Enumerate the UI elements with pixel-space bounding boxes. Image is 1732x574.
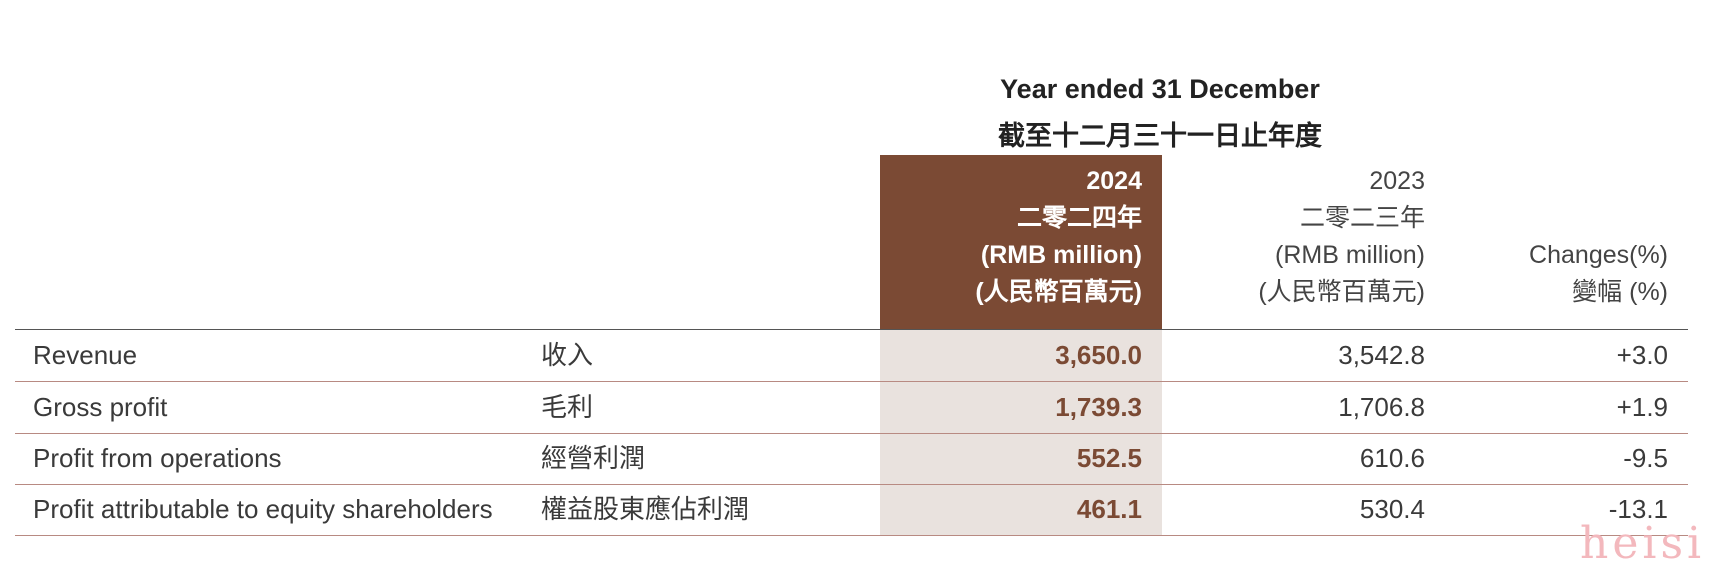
row-label-zh: 權益股東應佔利潤 [541,494,750,524]
unit-2023-zh: (人民幣百萬元) [1258,278,1425,306]
column-header-changes: Changes(%) 變幅 (%) [1440,237,1668,311]
row-rule [15,381,1688,382]
header-rule [15,329,1688,330]
row-label: Profit attributable to equity shareholde… [33,494,493,524]
changes-label: Changes(%) [1529,241,1668,269]
value-change: -9.5 [1623,443,1668,473]
watermark: heisi [1580,518,1706,569]
row-label: Profit from operations [33,443,282,473]
changes-label-zh: 變幅 (%) [1572,278,1668,306]
row-label-zh: 經營利潤 [541,443,646,473]
value-change: -13.1 [1608,494,1668,524]
unit-2024: (RMB million) [980,241,1142,269]
table-title-en: Year ended 31 December [1000,74,1320,104]
year-2024-zh: 二零二四年 [1016,204,1142,232]
row-rule [15,484,1688,485]
year-2023-zh: 二零二三年 [1299,204,1425,232]
column-header-2024: 2024 二零二四年 (RMB million) (人民幣百萬元) [880,163,1142,311]
row-label: Gross profit [33,392,168,422]
row-label-zh: 收入 [541,340,594,370]
value-2024: 1,739.3 [1055,392,1142,422]
value-2024: 3,650.0 [1055,340,1142,370]
row-rule [15,433,1688,434]
row-label: Revenue [33,340,138,370]
value-2024: 461.1 [1076,494,1142,524]
year-2023: 2023 [1369,167,1425,195]
value-2023: 3,542.8 [1338,340,1425,370]
year-2024: 2024 [1086,167,1142,195]
row-label-zh: 毛利 [541,392,594,422]
value-2024: 552.5 [1076,443,1142,473]
row-rule [15,535,1688,536]
column-header-2023: 2023 二零二三年 (RMB million) (人民幣百萬元) [1160,163,1425,311]
table-row: Gross profit 毛利 1,739.3 1,706.8 +1.9 [0,381,1732,433]
value-change: +1.9 [1616,392,1668,422]
unit-2023: (RMB million) [1275,241,1425,269]
unit-2024-zh: (人民幣百萬元) [975,278,1142,306]
value-2023: 530.4 [1359,494,1425,524]
value-2023: 610.6 [1359,443,1425,473]
value-change: +3.0 [1616,340,1668,370]
highlight-column-body-bg [880,330,1162,535]
table-row: Profit from operations 經營利潤 552.5 610.6 … [0,432,1732,484]
highlight-column-header-bg [880,155,1162,329]
table-row: Profit attributable to equity shareholde… [0,483,1732,535]
value-2023: 1,706.8 [1338,392,1425,422]
table-row: Revenue 收入 3,650.0 3,542.8 +3.0 [0,329,1732,381]
table-title-zh: 截至十二月三十一日止年度 [998,121,1322,151]
